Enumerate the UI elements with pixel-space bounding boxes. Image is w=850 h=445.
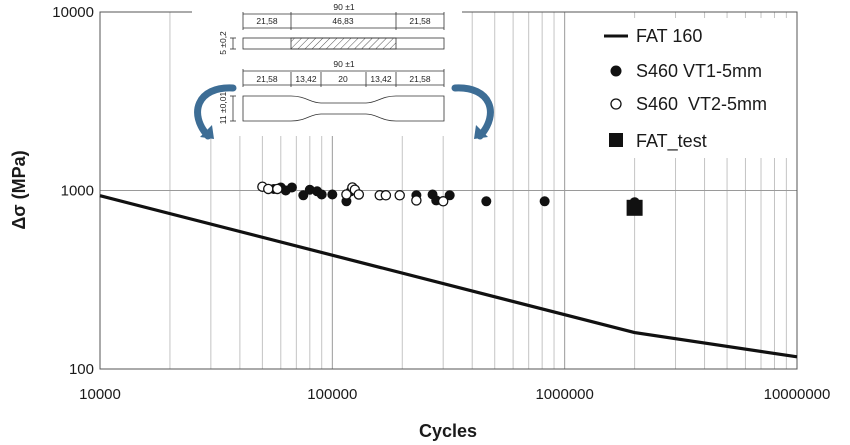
bottom-overall-length: 90 ±1 — [333, 59, 354, 69]
vt1-point — [316, 189, 327, 200]
vt2-point — [341, 189, 352, 200]
x-tick-label: 10000 — [79, 386, 121, 403]
x-tick-label: 1000000 — [535, 386, 593, 403]
bottom-segment-2: 13,42 — [295, 74, 317, 84]
legend-open-circle-swatch — [610, 98, 622, 110]
vt2-point — [353, 189, 365, 200]
x-tick-labels: 10000 100000 1000000 10000000 — [79, 386, 830, 403]
legend-square-swatch — [609, 133, 623, 147]
arrow-head-left-icon — [200, 125, 214, 139]
specimen-sketch: 90 ±1 21,58 46,83 21,58 5 ±0,2 90 ±1 21,… — [192, 2, 494, 140]
vt1-point — [298, 190, 309, 201]
y-tick-label: 10000 — [52, 4, 94, 21]
top-thickness: 5 ±0,2 — [218, 31, 228, 55]
x-tick-label: 100000 — [307, 386, 357, 403]
vt2-point — [411, 195, 422, 206]
vt2-point — [437, 196, 449, 207]
legend-fat-test: FAT_test — [636, 131, 707, 152]
fat160-line — [99, 194, 798, 359]
y-tick-labels: 100 1000 10000 — [52, 4, 94, 378]
legend-vt1: S460 VT1-5mm — [636, 61, 762, 81]
bottom-segment-4: 13,42 — [370, 74, 392, 84]
vt1-point — [286, 182, 297, 193]
bottom-specimen-dogbone — [242, 95, 445, 122]
top-segment-right: 21,58 — [409, 16, 431, 26]
x-tick-label: 10000000 — [764, 386, 831, 403]
y-tick-label: 100 — [69, 361, 94, 378]
fat-test-point — [626, 199, 643, 216]
vt2-point — [394, 190, 405, 201]
vt1-point — [481, 196, 492, 207]
vt2-point — [380, 190, 392, 201]
bottom-width: 11 ±0,01 — [218, 92, 228, 125]
series-2 — [257, 181, 449, 207]
data-series — [99, 181, 798, 359]
vt2-point — [263, 183, 274, 195]
arrow-head-right-icon — [474, 125, 488, 139]
series-3 — [626, 199, 643, 216]
legend-vt2: S460 VT2-5mm — [636, 94, 767, 114]
curved-arrow-left-icon — [194, 84, 237, 140]
top-segment-middle: 46,83 — [332, 16, 354, 26]
series-0 — [99, 194, 798, 359]
bottom-segment-1: 21,58 — [256, 74, 278, 84]
top-specimen-hatched-zone — [290, 37, 397, 50]
y-tick-label: 1000 — [61, 183, 94, 200]
top-segment-left: 21,58 — [256, 16, 278, 26]
curved-arrow-right-icon — [451, 84, 494, 140]
vt1-point — [327, 189, 338, 200]
vt1-point — [444, 190, 455, 201]
vt1-point — [539, 196, 550, 207]
bottom-segment-5: 21,58 — [409, 74, 431, 84]
series-1 — [268, 182, 640, 208]
bottom-segment-3: 20 — [338, 74, 348, 84]
legend-filled-circle-swatch — [610, 65, 622, 77]
legend-fat160: FAT 160 — [636, 26, 702, 46]
legend: FAT 160 S460 VT1-5mm S460 VT2-5mm FAT_te… — [588, 18, 794, 158]
x-axis-title: Cycles — [419, 421, 477, 441]
vt2-point — [272, 183, 283, 195]
top-overall-length: 90 ±1 — [333, 2, 354, 12]
y-axis-title: Δσ (MPa) — [9, 150, 29, 229]
